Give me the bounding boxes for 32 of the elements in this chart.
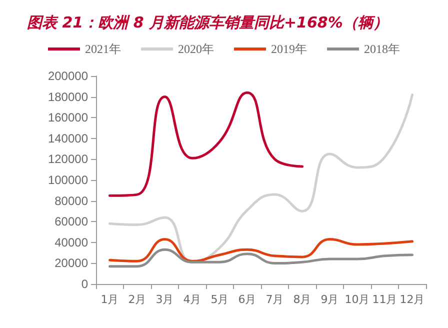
legend-label: 2019年 [271,42,307,56]
x-tick-label: 2月 [128,293,146,306]
x-tick-label: 12月 [400,293,425,306]
x-tick-label: 4月 [183,293,202,306]
x-tick-label: 9月 [320,293,339,306]
y-tick-label: 0 [81,277,88,291]
y-tick-label: 120000 [48,152,88,166]
y-tick-label: 140000 [48,131,88,146]
x-tick-label: 11月 [372,293,398,306]
legend-label: 2018年 [364,42,400,56]
line-series [108,93,414,264]
x-tick-label: 1月 [100,293,119,306]
y-tick-label: 20000 [54,256,88,270]
line-series [108,238,414,262]
y-tick-label: 60000 [54,214,88,229]
y-tick-label: 200000 [48,69,88,83]
y-tick-label: 80000 [54,194,88,208]
legend-label: 2021年 [85,42,121,56]
x-tick-label: 8月 [293,293,312,306]
x-tick-label: 5月 [210,293,229,306]
chart-title: 图表 21：欧洲 8 月新能源车销量同比+168%（辆） [27,14,388,32]
y-tick-label: 160000 [48,110,88,125]
legend-label: 2020年 [178,42,214,56]
line-series [108,91,304,197]
line-series [108,248,414,268]
x-tick-label: 7月 [266,293,284,306]
y-tick-label: 100000 [48,173,88,187]
y-tick-label: 180000 [48,90,88,104]
y-tick-label: 40000 [54,235,88,250]
x-tick-label: 6月 [238,293,256,306]
x-tick-label: 3月 [156,293,174,306]
x-tick-label: 10月 [344,293,370,306]
